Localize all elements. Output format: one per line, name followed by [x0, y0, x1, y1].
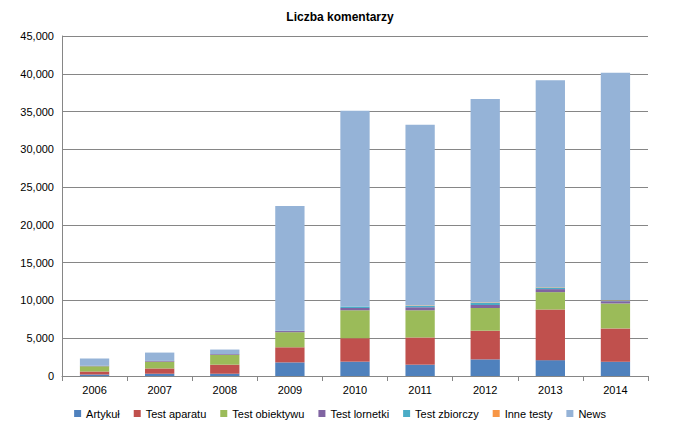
svg-text:2008: 2008 [213, 384, 237, 396]
svg-text:News: News [578, 408, 606, 420]
svg-text:2009: 2009 [278, 384, 302, 396]
svg-text:0: 0 [48, 370, 54, 382]
svg-text:20,000: 20,000 [20, 219, 54, 231]
svg-text:Test aparatu: Test aparatu [146, 408, 207, 420]
svg-text:45,000: 45,000 [20, 30, 54, 42]
svg-text:2010: 2010 [343, 384, 367, 396]
svg-text:Test zbiorczy: Test zbiorczy [415, 408, 479, 420]
svg-text:2011: 2011 [408, 384, 432, 396]
svg-text:Liczba komentarzy: Liczba komentarzy [286, 10, 394, 24]
svg-text:Inne testy: Inne testy [505, 408, 553, 420]
svg-text:30,000: 30,000 [20, 143, 54, 155]
svg-text:2013: 2013 [538, 384, 562, 396]
svg-text:40,000: 40,000 [20, 68, 54, 80]
svg-text:25,000: 25,000 [20, 181, 54, 193]
svg-text:Test obiektywu: Test obiektywu [232, 408, 304, 420]
svg-text:2007: 2007 [147, 384, 171, 396]
svg-text:Artykuł: Artykuł [86, 408, 120, 420]
svg-text:2012: 2012 [473, 384, 497, 396]
svg-text:15,000: 15,000 [20, 257, 54, 269]
svg-text:Test lornetki: Test lornetki [330, 408, 389, 420]
svg-text:2006: 2006 [82, 384, 106, 396]
svg-text:2014: 2014 [603, 384, 627, 396]
svg-text:10,000: 10,000 [20, 294, 54, 306]
svg-text:5,000: 5,000 [26, 332, 54, 344]
svg-text:35,000: 35,000 [20, 106, 54, 118]
